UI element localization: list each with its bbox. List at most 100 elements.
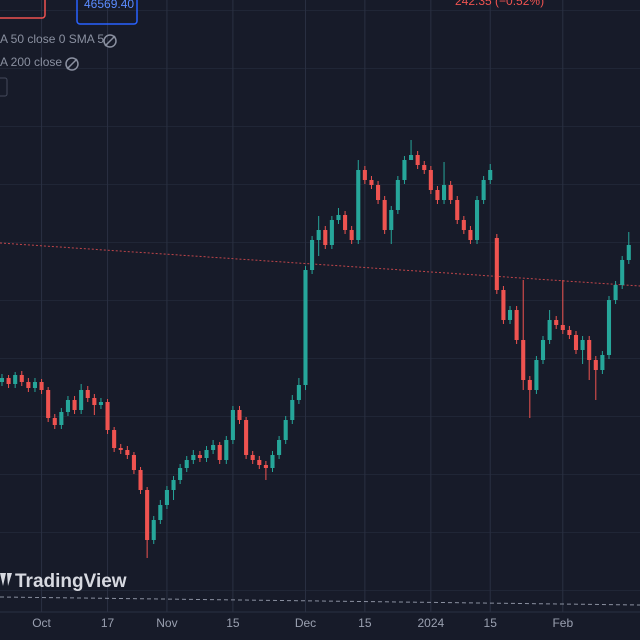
candle-body xyxy=(118,448,123,450)
hide-icon[interactable] xyxy=(103,34,117,48)
candle-body xyxy=(39,382,44,390)
x-tick-label: 15 xyxy=(358,616,372,630)
time-axis: Oct 17 Nov 15 Dec 15 2024 15 Feb xyxy=(32,616,573,630)
indicator-label: A 200 close xyxy=(0,55,62,69)
candle-body xyxy=(158,505,163,520)
candle-body xyxy=(620,260,625,285)
grid xyxy=(41,0,564,612)
candle-body xyxy=(19,375,24,382)
candle-body xyxy=(560,325,565,330)
candle-body xyxy=(567,330,572,335)
candle-body xyxy=(145,490,150,540)
candle-body xyxy=(0,378,5,382)
candle-body xyxy=(468,230,473,240)
candle-body xyxy=(46,390,51,418)
candle-body xyxy=(6,378,11,384)
candle-body xyxy=(409,155,414,160)
candle-body xyxy=(250,455,255,460)
candle-body xyxy=(290,400,295,420)
candle-body xyxy=(171,480,176,490)
candle-body xyxy=(329,220,334,245)
candle-body xyxy=(263,465,268,468)
candle-body xyxy=(184,460,189,468)
candle-body xyxy=(481,180,486,200)
candle-body xyxy=(547,320,552,340)
candle-body xyxy=(343,215,348,230)
candle-body xyxy=(138,470,143,490)
candle-body xyxy=(593,360,598,370)
candle-body xyxy=(52,418,57,425)
candle-body xyxy=(237,410,242,420)
candle-body xyxy=(389,210,394,230)
candle-body xyxy=(98,402,103,405)
indicator-label: A 50 close 0 SMA 5 xyxy=(0,32,104,46)
candle-body xyxy=(217,445,222,460)
candle-body xyxy=(283,420,288,440)
candle-body xyxy=(349,230,354,240)
x-tick-label: Nov xyxy=(156,616,177,630)
price-line xyxy=(0,242,640,287)
candle-body xyxy=(369,180,374,185)
candle-body xyxy=(296,385,301,400)
candle-body xyxy=(613,285,618,300)
price-change: 242.35 (−0.52%) xyxy=(455,0,544,8)
buy-box[interactable] xyxy=(76,0,138,25)
candle-body xyxy=(92,398,97,405)
candle-body xyxy=(230,410,235,440)
candle-body xyxy=(72,400,77,410)
x-tick-label: Dec xyxy=(295,616,316,630)
sell-box[interactable] xyxy=(0,0,46,19)
candle-body xyxy=(65,400,71,412)
x-tick-label: 2024 xyxy=(417,616,444,630)
candle-body xyxy=(573,335,579,350)
candle-body xyxy=(402,160,407,180)
candle-body xyxy=(257,460,262,465)
candle-body xyxy=(540,340,546,360)
candle-body xyxy=(356,170,361,240)
candle-body xyxy=(316,230,321,240)
candle-body xyxy=(191,455,196,460)
candle-body xyxy=(527,380,532,390)
session-line xyxy=(0,596,640,606)
candle-body xyxy=(376,185,381,200)
candle-body xyxy=(164,490,169,505)
candle-body xyxy=(415,155,420,165)
candle-body xyxy=(488,170,493,180)
x-tick-label: 17 xyxy=(101,616,115,630)
candle-body xyxy=(151,520,156,540)
candles xyxy=(0,140,631,558)
candle-body xyxy=(178,468,183,480)
candle-body xyxy=(204,450,209,458)
collapse-button[interactable] xyxy=(0,77,8,97)
candle-body xyxy=(197,455,202,458)
candle-body xyxy=(59,412,64,425)
candle-body xyxy=(606,300,612,355)
candle-body xyxy=(105,402,110,430)
candle-body xyxy=(336,215,341,220)
brand-name: TradingView xyxy=(15,571,127,592)
candle-body xyxy=(428,170,433,190)
candle-body xyxy=(131,455,136,470)
candle-body xyxy=(382,200,387,230)
candle-body xyxy=(211,445,216,450)
candle-body xyxy=(448,185,453,200)
candle-body xyxy=(26,382,31,388)
candle-body xyxy=(507,310,513,320)
candle-body xyxy=(554,320,559,325)
candle-body xyxy=(600,355,605,370)
candle-body xyxy=(303,270,308,385)
candle-body xyxy=(422,165,427,170)
candle-body xyxy=(455,200,460,220)
candle-body xyxy=(494,238,499,290)
x-tick-label: 15 xyxy=(484,616,498,630)
candle-body xyxy=(514,310,519,340)
candle-body xyxy=(244,420,249,455)
x-tick-label: 15 xyxy=(226,616,240,630)
buy-price: 46569.40 xyxy=(84,0,134,11)
hide-icon[interactable] xyxy=(65,57,79,71)
candle-body xyxy=(626,245,631,260)
candle-body xyxy=(474,200,480,240)
candle-body xyxy=(270,455,275,468)
